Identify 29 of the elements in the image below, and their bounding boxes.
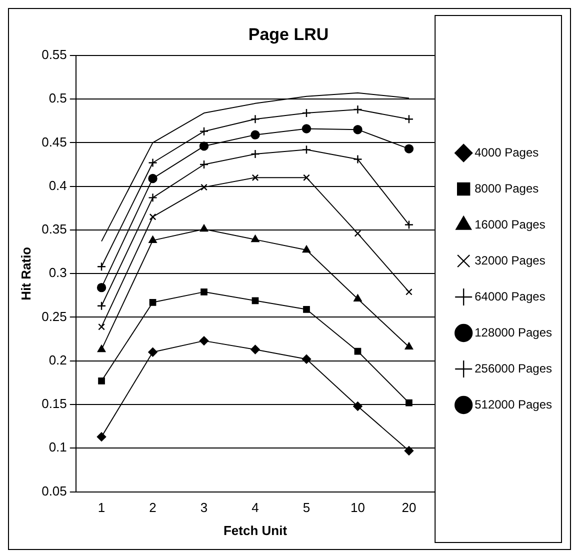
legend-label: 512000 Pages: [474, 397, 552, 412]
y-tick-label: 0.15: [42, 396, 67, 412]
x-tick-label: 5: [302, 500, 310, 516]
y-tick-label: 0.4: [48, 178, 67, 193]
x-tick-label: 10: [350, 500, 365, 516]
legend-label: 64000 Pages: [474, 289, 546, 304]
legend-label: 32000 Pages: [474, 253, 546, 268]
y-tick-label: 0.1: [48, 440, 67, 455]
legend-label: 256000 Pages: [474, 361, 552, 376]
x-tick-label: 1: [98, 500, 106, 516]
y-tick-label: 0.3: [48, 265, 67, 280]
x-tick-label: 20: [402, 500, 416, 516]
legend-label: 128000 Pages: [474, 325, 552, 340]
y-tick-label: 0.5: [48, 90, 67, 106]
y-axis-title: Hit Ratio: [18, 246, 34, 300]
x-tick-label: 3: [200, 500, 208, 516]
legend-label: 16000 Pages: [474, 217, 546, 232]
y-tick-label: 0.25: [42, 308, 67, 324]
y-tick-label: 0.35: [42, 222, 67, 237]
x-tick-label: 2: [149, 500, 156, 516]
x-axis-title: Fetch Unit: [223, 522, 288, 538]
legend-label: 8000 Pages: [474, 181, 539, 196]
x-tick-label: 4: [252, 500, 259, 516]
y-tick-label: 0.2: [48, 352, 67, 368]
chart-title: Page LRU: [248, 24, 329, 44]
legend-label: 4000 Pages: [474, 145, 539, 160]
y-tick-label: 0.55: [42, 46, 67, 62]
y-tick-label: 0.05: [42, 483, 67, 498]
y-tick-label: 0.45: [42, 134, 67, 150]
